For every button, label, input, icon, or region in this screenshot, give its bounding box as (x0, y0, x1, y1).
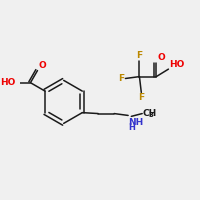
Text: F: F (136, 51, 143, 60)
Text: HO: HO (0, 78, 15, 87)
Text: NH: NH (129, 118, 144, 127)
Text: F: F (138, 93, 144, 102)
Text: F: F (119, 74, 125, 83)
Text: CH: CH (143, 109, 157, 118)
Text: O: O (38, 61, 46, 70)
Text: O: O (157, 53, 165, 62)
Text: H: H (129, 123, 135, 132)
Text: HO: HO (169, 60, 185, 69)
Text: 3: 3 (148, 112, 153, 118)
